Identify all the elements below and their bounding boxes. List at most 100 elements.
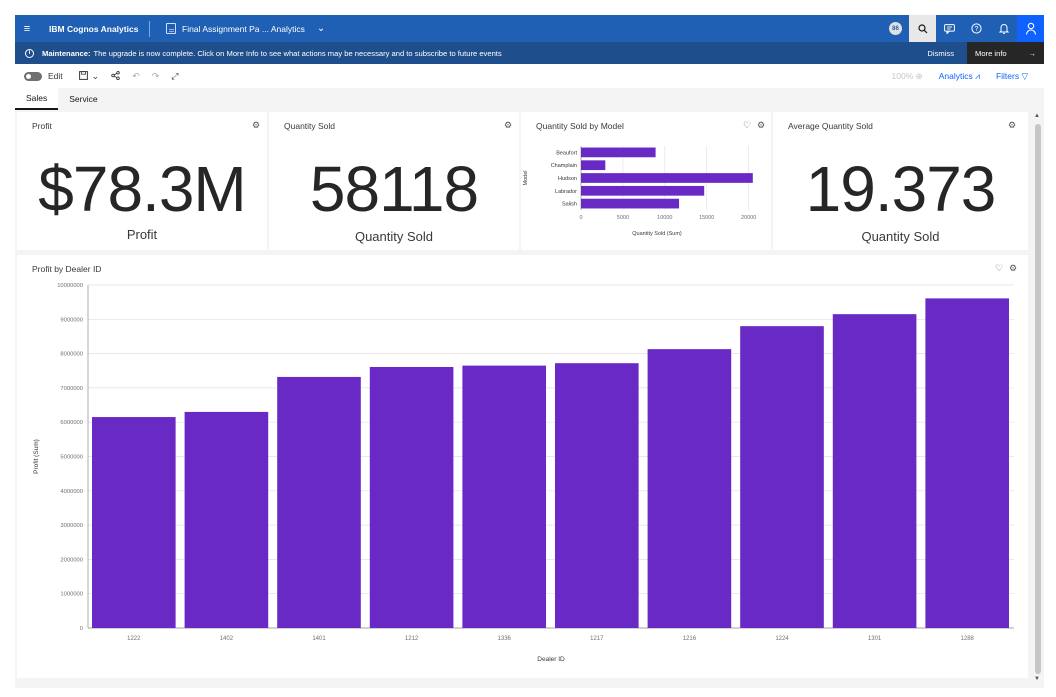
model-bar-chart: 0 5000 10000 15000 20000 Beaufort Champlain Hud… bbox=[523, 146, 756, 237]
settings-icon[interactable]: ⚙ bbox=[757, 120, 766, 130]
tab-sales[interactable]: Sales bbox=[15, 88, 59, 110]
bar bbox=[581, 173, 753, 183]
edit-toggle[interactable] bbox=[24, 71, 42, 81]
bar bbox=[647, 349, 732, 628]
chat-icon[interactable] bbox=[936, 15, 963, 42]
category-label: Champlain bbox=[551, 163, 577, 169]
user-icon[interactable] bbox=[1017, 15, 1044, 42]
lightbulb-icon[interactable]: ♡ bbox=[995, 263, 1004, 273]
scroll-down-icon[interactable]: ▼ bbox=[1034, 676, 1040, 682]
redo-icon[interactable]: ↷ bbox=[151, 70, 160, 81]
bar bbox=[277, 376, 361, 628]
x-tick-label: 1336 bbox=[498, 636, 512, 642]
widget-title: Profit by Dealer ID bbox=[32, 264, 102, 274]
bar bbox=[581, 147, 656, 158]
bell-icon[interactable] bbox=[990, 15, 1017, 42]
x-tick-label: 1224 bbox=[775, 636, 789, 642]
dashboard-canvas: Profit ⚙ $78.3M Profit Quantity Sold ⚙ 5… bbox=[15, 110, 1044, 688]
zoom-level: 100% ⊕ bbox=[891, 70, 923, 81]
undo-icon[interactable]: ↶ bbox=[132, 70, 140, 81]
kpi-value: 19.373 bbox=[805, 153, 997, 225]
y-tick-label: 8000000 bbox=[60, 352, 83, 358]
info-icon: i bbox=[25, 48, 34, 58]
y-tick-label: 1000000 bbox=[60, 592, 83, 598]
tab-service[interactable]: Service bbox=[69, 94, 98, 104]
category-label: Hudson bbox=[558, 176, 577, 182]
x-tick-label: 0 bbox=[579, 215, 582, 221]
search-icon[interactable] bbox=[909, 15, 936, 42]
x-tick-label: 1402 bbox=[220, 636, 234, 642]
chevron-down-icon[interactable]: ⌄ bbox=[91, 70, 100, 81]
edit-label: Edit bbox=[48, 71, 63, 81]
category-label: Salish bbox=[562, 202, 577, 208]
x-tick-label: 20000 bbox=[741, 215, 756, 221]
svg-text:?: ? bbox=[975, 26, 979, 33]
bar bbox=[740, 326, 824, 628]
settings-icon[interactable]: ⚙ bbox=[504, 120, 513, 130]
save-icon[interactable] bbox=[78, 70, 88, 82]
y-axis-title: Model bbox=[523, 171, 529, 186]
dismiss-button[interactable]: Dismiss bbox=[927, 48, 954, 58]
y-tick-label: 7000000 bbox=[60, 386, 83, 392]
dealer-chart-widget[interactable]: Profit by Dealer ID ♡ ⚙ 0 1000000 2000000 3… bbox=[17, 255, 1028, 678]
quantity-sold-widget[interactable]: Quantity Sold ⚙ 58118 Quantity Sold bbox=[269, 112, 519, 250]
x-tick-label: 15000 bbox=[699, 215, 714, 221]
maintenance-label: Maintenance: bbox=[42, 48, 91, 58]
settings-icon[interactable]: ⚙ bbox=[1008, 120, 1017, 130]
average-quantity-widget[interactable]: Average Quantity Sold ⚙ 19.373 Quantity … bbox=[773, 112, 1028, 250]
x-tick-label: 1288 bbox=[961, 636, 975, 642]
dealer-bar-chart: 0 1000000 2000000 3000000 4000000 5000000 6000… bbox=[33, 283, 1014, 663]
document-switcher[interactable]: Final Assignment Pa ... Analytics ⌄ bbox=[160, 23, 325, 34]
lightbulb-icon[interactable]: ♡ bbox=[743, 120, 752, 130]
kpi-label: Profit bbox=[126, 227, 158, 242]
widget-title: Quantity Sold by Model bbox=[536, 121, 624, 131]
y-tick-label: 2000000 bbox=[60, 557, 83, 563]
x-tick-label: 10000 bbox=[657, 215, 672, 221]
bar bbox=[369, 366, 454, 628]
tab-bar: Sales Service bbox=[15, 88, 1044, 110]
document-title: Final Assignment Pa ... Analytics bbox=[182, 23, 305, 34]
filters-button[interactable]: Filters ▽ bbox=[995, 70, 1028, 81]
expand-icon[interactable]: ⤢ bbox=[171, 70, 179, 81]
kpi-label: Quantity Sold bbox=[354, 229, 434, 244]
model-chart-widget[interactable]: Quantity Sold by Model ♡ ⚙ 0 5000 10000 150… bbox=[521, 112, 771, 250]
settings-icon[interactable]: ⚙ bbox=[1009, 263, 1018, 273]
dashboard-toolbar: Edit ⌄ ↶ ↷ ⤢ 100% ⊕ Analytics ⩘ Filters … bbox=[15, 64, 1044, 88]
chevron-down-icon: ⌄ bbox=[316, 23, 326, 34]
kpi-label: Quantity Sold bbox=[861, 229, 940, 244]
arrow-right-icon: → bbox=[1028, 48, 1036, 58]
divider bbox=[149, 20, 150, 37]
y-tick-label: 6000000 bbox=[60, 420, 83, 426]
x-tick-label: 1222 bbox=[127, 636, 141, 642]
bar bbox=[832, 314, 917, 628]
app-brand[interactable]: IBM Cognos Analytics bbox=[49, 23, 139, 34]
more-info-label: More info bbox=[975, 48, 1007, 58]
scroll-up-icon[interactable]: ▲ bbox=[1034, 113, 1040, 119]
bar bbox=[925, 298, 1009, 628]
bar bbox=[555, 363, 639, 628]
scrollbar-thumb[interactable] bbox=[1035, 124, 1041, 674]
more-info-button[interactable]: More info → bbox=[967, 42, 1044, 64]
bar bbox=[581, 160, 606, 171]
x-axis-title: Dealer ID bbox=[537, 656, 565, 663]
analytics-button[interactable]: Analytics ⩘ bbox=[938, 70, 980, 81]
y-tick-label: 4000000 bbox=[60, 489, 83, 495]
y-tick-label: 0 bbox=[80, 626, 83, 632]
widget-title: Profit bbox=[32, 121, 52, 131]
help-icon[interactable]: ? bbox=[963, 15, 990, 42]
vertical-scrollbar[interactable]: ▲ ▼ bbox=[1031, 110, 1044, 688]
share-icon[interactable] bbox=[111, 70, 120, 82]
x-tick-label: 1212 bbox=[405, 636, 419, 642]
zoom-in-icon[interactable]: ⊕ bbox=[915, 70, 923, 81]
settings-icon[interactable]: ⚙ bbox=[252, 120, 261, 130]
y-tick-label: 3000000 bbox=[60, 523, 83, 529]
x-tick-label: 1401 bbox=[312, 636, 326, 642]
profit-widget[interactable]: Profit ⚙ $78.3M Profit bbox=[17, 112, 267, 250]
x-tick-label: 1216 bbox=[683, 636, 697, 642]
category-label: Labrador bbox=[555, 189, 577, 195]
bar bbox=[92, 417, 176, 628]
x-axis-title: Quantity Sold (Sum) bbox=[632, 231, 682, 237]
x-tick-label: 1217 bbox=[590, 636, 604, 642]
hamburger-icon[interactable]: ≡ bbox=[23, 22, 31, 35]
sessions-badge[interactable]: 86 bbox=[882, 15, 909, 42]
